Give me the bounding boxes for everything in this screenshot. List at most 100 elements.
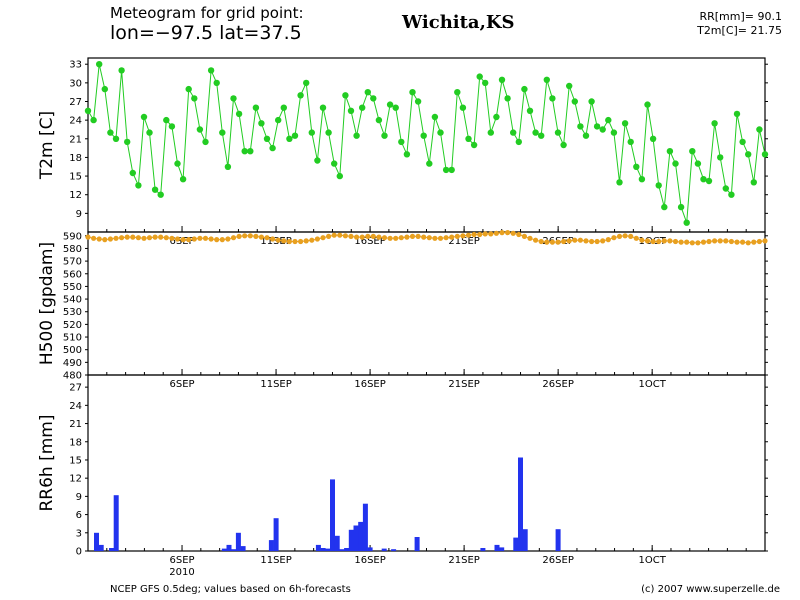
x-tick-label: 16SEP: [354, 379, 385, 390]
rr6h-bar: [362, 503, 368, 551]
h500-point: [449, 234, 455, 240]
t2m-point: [258, 120, 265, 127]
rr6h-bar: [367, 547, 373, 551]
h500-point: [275, 237, 281, 243]
rr6h-bar: [320, 548, 326, 551]
t2m-point: [286, 135, 293, 142]
t2m-point: [465, 135, 472, 142]
t2m-point: [124, 138, 131, 146]
t2m-point: [252, 104, 260, 111]
t2m-point: [655, 182, 662, 189]
y-tick-label: 12: [69, 190, 82, 201]
t2m-point: [370, 95, 377, 102]
h500-point: [600, 238, 606, 244]
t2m-point: [543, 76, 550, 84]
h500-point: [622, 233, 628, 239]
y-tick-label: 490: [63, 358, 82, 369]
t2m-point: [308, 129, 315, 136]
h500-point: [96, 236, 102, 242]
h500-point: [572, 237, 578, 243]
t2m-point: [571, 98, 578, 105]
h500-point: [684, 239, 690, 245]
h500-point: [510, 230, 516, 236]
h500-point: [320, 235, 326, 241]
t2m-point: [610, 129, 618, 136]
h500-point: [751, 239, 757, 245]
h500-point: [527, 235, 533, 241]
h500-point: [253, 233, 259, 239]
t2m-point: [163, 116, 170, 124]
h500-point: [298, 238, 304, 245]
t2m-point: [756, 126, 763, 133]
h500-point: [309, 237, 315, 243]
h500-point: [628, 233, 634, 239]
h500-point: [706, 238, 712, 245]
y-tick-label: 530: [63, 307, 82, 318]
t2m-point: [207, 67, 215, 74]
h500-point: [191, 236, 197, 242]
t2m-point: [554, 129, 562, 136]
h500-point: [728, 238, 735, 245]
h500-point: [286, 238, 292, 245]
t2m-point: [515, 138, 522, 146]
t2m-point: [633, 163, 640, 170]
rr6h-bar: [268, 540, 274, 551]
t2m-point: [196, 126, 204, 133]
t2m-point: [482, 79, 489, 87]
h500-point: [314, 236, 320, 242]
x-tick-label: 21SEP: [448, 379, 479, 390]
t2m-point: [235, 110, 243, 118]
t2m-point: [689, 148, 696, 155]
t2m-point: [426, 160, 433, 167]
t2m-point: [403, 151, 411, 158]
y-tick-label: 24: [69, 401, 82, 412]
y-tick-label: 590: [63, 231, 82, 242]
h500-point: [270, 236, 276, 242]
x-tick-label: 26SEP: [542, 379, 573, 390]
t2m-point: [101, 85, 109, 93]
x-tick-label: 11SEP: [260, 555, 291, 566]
rr6h-bar: [513, 537, 519, 551]
h500-point: [393, 235, 399, 241]
h500-point: [146, 235, 153, 241]
h500-point: [141, 235, 147, 241]
t2m-point: [694, 160, 702, 167]
h500-point: [387, 235, 393, 241]
h500-point: [292, 238, 298, 245]
t2m-point: [705, 177, 713, 185]
t2m-point: [129, 169, 136, 177]
h500-point: [561, 238, 567, 245]
rr6h-bar: [231, 549, 237, 551]
t2m-point: [392, 104, 399, 111]
rr6h-bar: [109, 548, 114, 551]
h500-point: [337, 232, 343, 238]
h500-point: [242, 233, 248, 239]
y-tick-label: 12: [69, 474, 82, 485]
h500-point: [499, 230, 505, 236]
h500-point: [354, 234, 360, 240]
y-tick-label: 510: [63, 333, 82, 344]
h500-point: [650, 238, 656, 245]
t2m-point: [566, 82, 573, 90]
h500-point: [281, 238, 287, 244]
x-tick-label: 16SEP: [354, 236, 385, 247]
h500-point: [756, 238, 763, 245]
t2m-point: [107, 129, 114, 136]
h500-point: [477, 231, 483, 238]
y-tick-label: 500: [63, 345, 82, 356]
t2m-point: [191, 95, 198, 102]
t2m-point: [593, 123, 601, 130]
h500-point: [135, 235, 141, 241]
temperature-current: T2m[C]= 21.75: [697, 24, 782, 37]
h500-point: [594, 238, 600, 245]
y-tick-label: 9: [76, 492, 82, 503]
y-tick-label: 9: [76, 209, 82, 220]
rr6h-bar: [226, 544, 232, 551]
h500-point: [678, 239, 684, 245]
h500-point: [180, 237, 186, 243]
h500-point: [359, 234, 365, 240]
h500-point: [247, 233, 253, 239]
h500-point: [644, 238, 651, 244]
rr6h-bar: [98, 544, 104, 551]
h500-point: [700, 239, 707, 245]
